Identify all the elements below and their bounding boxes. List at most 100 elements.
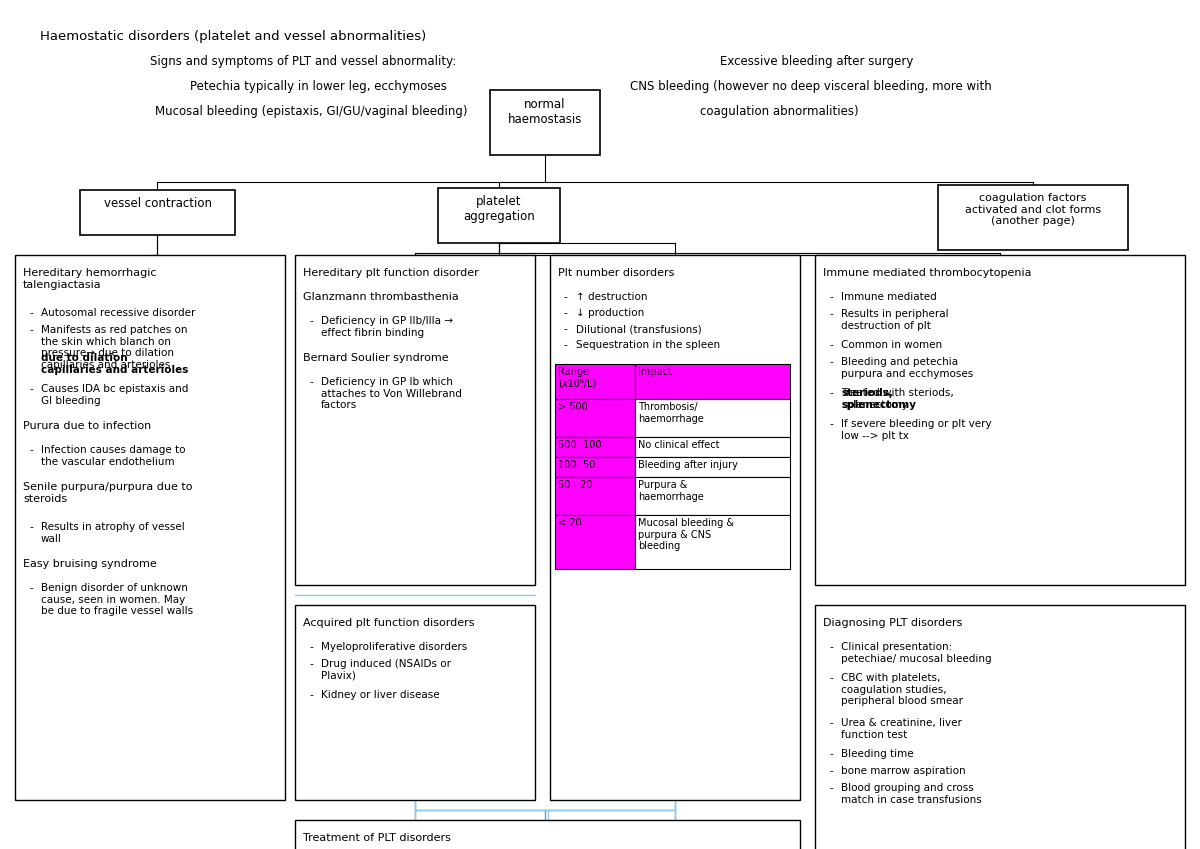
Text: Immune mediated thrombocytopenia: Immune mediated thrombocytopenia — [823, 268, 1032, 278]
FancyBboxPatch shape — [550, 255, 800, 800]
Text: Haemostatic disorders (platelet and vessel abnormalities): Haemostatic disorders (platelet and vess… — [40, 30, 426, 43]
Text: Treated with steriods,
splenectomy: Treated with steriods, splenectomy — [841, 388, 954, 409]
Text: normal
haemostasis: normal haemostasis — [508, 98, 582, 126]
FancyBboxPatch shape — [635, 477, 790, 515]
Text: Drug induced (NSAIDs or
Plavix): Drug induced (NSAIDs or Plavix) — [322, 659, 451, 681]
Text: -: - — [564, 308, 568, 318]
Text: If severe bleeding or plt very
low --> plt tx: If severe bleeding or plt very low --> p… — [841, 419, 991, 441]
Text: Thrombosis/
haemorrhage: Thrombosis/ haemorrhage — [638, 402, 703, 424]
Text: Bernard Soulier syndrome: Bernard Soulier syndrome — [302, 353, 449, 363]
Text: Signs and symptoms of PLT and vessel abnormality:: Signs and symptoms of PLT and vessel abn… — [150, 55, 456, 68]
FancyBboxPatch shape — [635, 399, 790, 437]
Text: -: - — [29, 384, 32, 394]
Text: Hereditary plt function disorder: Hereditary plt function disorder — [302, 268, 479, 278]
Text: -: - — [829, 718, 833, 728]
FancyBboxPatch shape — [815, 605, 1186, 849]
Text: Mucosal bleeding &
purpura & CNS
bleeding: Mucosal bleeding & purpura & CNS bleedin… — [638, 518, 734, 551]
Text: Purura due to infection: Purura due to infection — [23, 421, 151, 431]
Text: -: - — [310, 659, 313, 669]
Text: -: - — [829, 673, 833, 683]
Text: Results in peripheral
destruction of plt: Results in peripheral destruction of plt — [841, 309, 949, 330]
Text: Range
(x10⁹/L): Range (x10⁹/L) — [558, 367, 596, 389]
Text: CBC with platelets,
coagulation studies,
peripheral blood smear: CBC with platelets, coagulation studies,… — [841, 673, 964, 706]
Text: -: - — [564, 292, 568, 302]
Text: -: - — [29, 445, 32, 455]
Text: Diagnosing PLT disorders: Diagnosing PLT disorders — [823, 618, 962, 628]
Text: -: - — [829, 309, 833, 319]
Text: Clinical presentation:
petechiae/ mucosal bleeding: Clinical presentation: petechiae/ mucosa… — [841, 642, 991, 664]
FancyBboxPatch shape — [554, 364, 635, 399]
Text: -: - — [29, 522, 32, 532]
Text: -: - — [829, 783, 833, 793]
Text: vessel contraction: vessel contraction — [103, 197, 211, 210]
Text: Bleeding time: Bleeding time — [841, 749, 913, 759]
Text: -: - — [29, 325, 32, 335]
FancyBboxPatch shape — [635, 515, 790, 569]
Text: Deficiency in GP Ib which
attaches to Von Willebrand
factors: Deficiency in GP Ib which attaches to Vo… — [322, 377, 462, 410]
Text: -: - — [829, 340, 833, 350]
Text: -: - — [310, 316, 313, 326]
Text: Kidney or liver disease: Kidney or liver disease — [322, 690, 439, 700]
FancyBboxPatch shape — [554, 477, 635, 515]
Text: -: - — [29, 583, 32, 593]
Text: -: - — [829, 749, 833, 759]
Text: -: - — [829, 357, 833, 367]
Text: -: - — [310, 690, 313, 700]
Text: -: - — [564, 324, 568, 334]
Text: Impact: Impact — [638, 367, 672, 377]
Text: 500- 100: 500- 100 — [558, 440, 601, 450]
FancyBboxPatch shape — [938, 185, 1128, 250]
Text: Infection causes damage to
the vascular endothelium: Infection causes damage to the vascular … — [41, 445, 186, 467]
Text: > 500: > 500 — [558, 402, 588, 412]
Text: Urea & creatinine, liver
function test: Urea & creatinine, liver function test — [841, 718, 962, 739]
Text: Sequestration in the spleen: Sequestration in the spleen — [576, 340, 720, 350]
Text: No clinical effect: No clinical effect — [638, 440, 720, 450]
FancyBboxPatch shape — [554, 457, 635, 477]
FancyBboxPatch shape — [80, 190, 235, 235]
Text: Results in atrophy of vessel
wall: Results in atrophy of vessel wall — [41, 522, 185, 543]
FancyBboxPatch shape — [554, 399, 635, 437]
Text: 50 - 20: 50 - 20 — [558, 480, 593, 490]
Text: Hereditary hemorrhagic
talengiactasia: Hereditary hemorrhagic talengiactasia — [23, 268, 156, 290]
Text: Common in women: Common in women — [841, 340, 942, 350]
Text: bone marrow aspiration: bone marrow aspiration — [841, 766, 966, 776]
Text: Petechia typically in lower leg, ecchymoses: Petechia typically in lower leg, ecchymo… — [190, 80, 446, 93]
Text: Easy bruising syndrome: Easy bruising syndrome — [23, 559, 157, 569]
FancyBboxPatch shape — [14, 255, 286, 800]
Text: Plt number disorders: Plt number disorders — [558, 268, 674, 278]
Text: Manifests as red patches on
the skin which blanch on
pressure→ due to dilation
c: Manifests as red patches on the skin whi… — [41, 325, 187, 370]
Text: -: - — [829, 642, 833, 652]
Text: -: - — [310, 377, 313, 387]
Text: -: - — [829, 388, 833, 398]
FancyBboxPatch shape — [438, 188, 560, 243]
Text: -: - — [564, 340, 568, 350]
Text: platelet
aggregation: platelet aggregation — [463, 195, 535, 223]
Text: Treatment of PLT disorders: Treatment of PLT disorders — [302, 833, 451, 843]
Text: ↓ production: ↓ production — [576, 308, 644, 318]
Text: due to dilation
capillaries and arterioles: due to dilation capillaries and arteriol… — [41, 353, 188, 374]
Text: -: - — [310, 642, 313, 652]
Text: 100- 50: 100- 50 — [558, 460, 595, 470]
Text: Benign disorder of unknown
cause, seen in women. May
be due to fragile vessel wa: Benign disorder of unknown cause, seen i… — [41, 583, 193, 616]
Text: Autosomal recessive disorder: Autosomal recessive disorder — [41, 308, 196, 318]
FancyBboxPatch shape — [635, 457, 790, 477]
FancyBboxPatch shape — [295, 820, 800, 849]
Text: < 20: < 20 — [558, 518, 582, 528]
Text: -: - — [829, 766, 833, 776]
Text: Excessive bleeding after surgery: Excessive bleeding after surgery — [720, 55, 913, 68]
FancyBboxPatch shape — [815, 255, 1186, 585]
Text: coagulation factors
activated and clot forms
(another page): coagulation factors activated and clot f… — [965, 193, 1102, 226]
Text: coagulation abnormalities): coagulation abnormalities) — [700, 105, 859, 118]
Text: Deficiency in GP IIb/IIIa →
effect fibrin binding: Deficiency in GP IIb/IIIa → effect fibri… — [322, 316, 454, 338]
Text: Glanzmann thrombasthenia: Glanzmann thrombasthenia — [302, 292, 458, 302]
Text: Bleeding after injury: Bleeding after injury — [638, 460, 738, 470]
Text: CNS bleeding (however no deep visceral bleeding, more with: CNS bleeding (however no deep visceral b… — [630, 80, 991, 93]
Text: ↑ destruction: ↑ destruction — [576, 292, 648, 302]
Text: Senile purpura/purpura due to
steroids: Senile purpura/purpura due to steroids — [23, 482, 192, 503]
Text: Mucosal bleeding (epistaxis, GI/GU/vaginal bleeding): Mucosal bleeding (epistaxis, GI/GU/vagin… — [155, 105, 468, 118]
Text: Myeloproliferative disorders: Myeloproliferative disorders — [322, 642, 467, 652]
Text: steriods,
splenectomy: steriods, splenectomy — [841, 388, 916, 409]
Text: -: - — [829, 292, 833, 302]
FancyBboxPatch shape — [295, 255, 535, 585]
Text: -: - — [829, 419, 833, 429]
